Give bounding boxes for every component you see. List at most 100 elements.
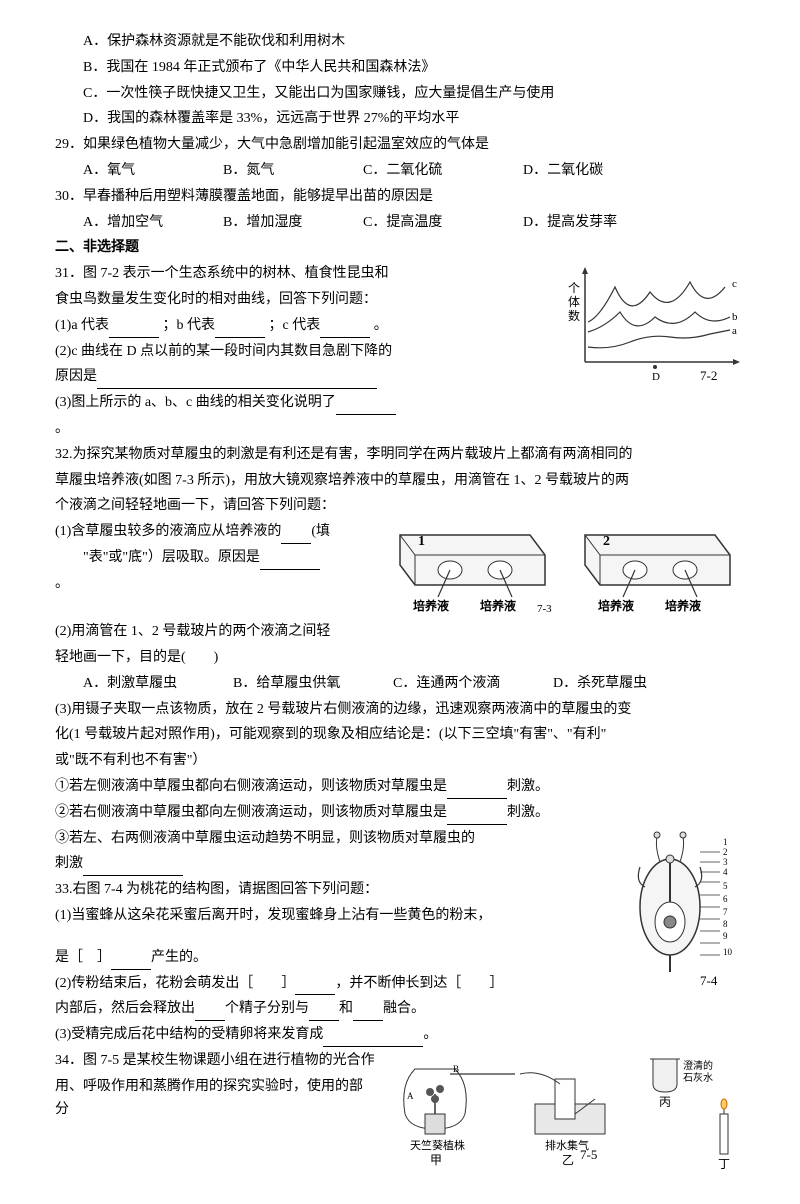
svg-text:1: 1 (723, 837, 728, 847)
svg-text:a: a (732, 325, 737, 337)
q28-opt-d: D．我国的森林覆盖率是 33%，远远高于世界 27%的平均水平 (55, 107, 745, 131)
blank[interactable] (295, 979, 335, 996)
svg-text:甲: 甲 (430, 1153, 442, 1167)
q32-opt-a: A．刺激草履虫 (83, 672, 233, 696)
q29-opt-a: A．氧气 (83, 159, 223, 183)
q33-p2a: (2)传粉结束后，花粉会萌发出［ ］ (55, 976, 295, 991)
svg-text:5: 5 (723, 881, 728, 891)
blank[interactable] (336, 398, 396, 415)
q32-p1a: (1)含草履虫较多的液滴应从培养液的 (55, 524, 281, 539)
q32-p3-2a: ②若右侧液滴中草履虫都向左侧液滴运动，则该物质对草履虫是 (55, 805, 447, 820)
experiment-diagram-icon: B A 天竺葵植株 甲 排水集气 乙 7-5 澄清的 石灰水 丙 (385, 1049, 745, 1169)
svg-text:b: b (732, 311, 738, 323)
q31-p2b: 原因是 (55, 369, 97, 384)
svg-text:4: 4 (723, 867, 728, 877)
svg-text:体: 体 (568, 295, 580, 309)
figure-7-4: 1 2 3 4 5 6 7 8 9 10 7-4 (625, 827, 745, 992)
blank[interactable] (447, 782, 507, 799)
q32-stem2: 草履虫培养液(如图 7-3 所示)，用放大镜观察培养液中的草履虫，用滴管在 1、… (55, 469, 745, 493)
svg-text:7-3: 7-3 (537, 603, 552, 615)
q31-p3b: 。 (55, 417, 745, 441)
q28-opt-c: C．一次性筷子既快捷又卫生，又能出口为国家赚钱，应大量提倡生产与使用 (55, 82, 745, 106)
svg-text:乙: 乙 (562, 1153, 574, 1167)
svg-text:9: 9 (723, 931, 728, 941)
q33-p1b: 是［ ］ (55, 950, 111, 965)
svg-text:天竺葵植株: 天竺葵植株 (410, 1138, 465, 1152)
q33-p1c: 产生的。 (151, 950, 207, 965)
figure-7-2: 个 体 数 a b c D 7-2 (560, 262, 745, 387)
blank[interactable] (309, 1004, 339, 1021)
blank[interactable] (353, 1004, 383, 1021)
q32-p3-1b: 刺激。 (507, 779, 549, 794)
q33-p2-line2: 内部后，然后会释放出个精子分别与和融合。 (55, 997, 745, 1021)
q32-p1c: "表"或"底"）层吸取。原因是 (83, 550, 260, 565)
q32-p2b: 轻地画一下，目的是( ) (55, 646, 745, 670)
blank[interactable] (109, 321, 159, 338)
ylabel: 个 (568, 281, 580, 295)
q34-section: B A 天竺葵植株 甲 排水集气 乙 7-5 澄清的 石灰水 丙 (55, 1049, 745, 1122)
q32-p3-1: ①若左侧液滴中草履虫都向右侧液滴运动，则该物质对草履虫是 刺激。 (55, 775, 745, 799)
q32-opt-d: D．杀死草履虫 (553, 672, 647, 696)
q29-stem: 29．如果绿色植物大量减少，大气中急剧增加能引起温室效应的气体是 (55, 133, 745, 157)
q32-p1b: (填 (311, 524, 330, 539)
q33-p2f: 融合。 (383, 1001, 425, 1016)
q32-p3-1a: ①若左侧液滴中草履虫都向右侧液滴运动，则该物质对草履虫是 (55, 779, 447, 794)
blank[interactable] (97, 372, 377, 389)
blank[interactable] (215, 321, 265, 338)
q30-opt-a: A．增加空气 (83, 211, 223, 235)
q30-stem: 30．早春播种后用塑料薄膜覆盖地面，能够提早出苗的原因是 (55, 185, 745, 209)
q29-options: A．氧气 B．氮气 C．二氧化硫 D．二氧化碳 (55, 159, 745, 183)
fig-7-5-caption: 7-5 (580, 1147, 597, 1162)
q33-p2c: 内部后，然后会释放出 (55, 1001, 195, 1016)
svg-text:6: 6 (723, 894, 728, 904)
q33-p3b: 。 (423, 1027, 437, 1042)
svg-text:丙: 丙 (659, 1095, 671, 1109)
svg-text:培养液: 培养液 (598, 598, 634, 613)
svg-text:8: 8 (723, 919, 728, 929)
q32-stem3: 个液滴之间轻轻地画一下，请回答下列问题： (55, 494, 745, 518)
q31-p1b: ；b 代表 (163, 318, 216, 333)
q31-p3a: (3)图上所示的 a、b、c 曲线的相关变化说明了 (55, 395, 336, 410)
q32-opt-c: C．连通两个液滴 (393, 672, 553, 696)
q30-opt-b: B．增加湿度 (223, 211, 363, 235)
svg-text:石灰水: 石灰水 (683, 1071, 713, 1084)
q31-p1d: 。 (374, 318, 388, 333)
svg-text:D: D (652, 371, 660, 383)
fig-7-2-caption: 7-2 (700, 368, 717, 383)
q32-p3-2b: 刺激。 (507, 805, 549, 820)
q31-p1c: ；c 代表 (269, 318, 321, 333)
q32-section: 1 2 培养液 培养液 7-3 培养液 培养液 (1)含草履虫较多的液滴应从培养… (55, 520, 745, 595)
svg-text:澄清的: 澄清的 (683, 1059, 713, 1072)
blank[interactable] (281, 527, 311, 544)
q32-stem1: 32.为探究某物质对草履虫的刺激是有利还是有害，李明同学在两片载玻片上都滴有两滴… (55, 443, 745, 467)
q32-p3b: 化(1 号载玻片起对照作用)，可能观察到的现象及相应结论是：(以下三空填"有害"… (55, 723, 745, 747)
blank[interactable] (323, 1030, 423, 1047)
q32-opt-b: B．给草履虫供氧 (233, 672, 393, 696)
svg-text:数: 数 (568, 308, 580, 323)
blank[interactable] (195, 1004, 225, 1021)
q32-p3-3a: ③若左、右两侧液滴中草履虫运动趋势不明显，则该物质对草履虫的 (55, 831, 475, 846)
svg-text:2: 2 (603, 534, 610, 549)
svg-text:丁: 丁 (718, 1157, 730, 1169)
q31-section: 个 体 数 a b c D 7-2 31．图 7-2 表示一个生态系统中的树林、… (55, 262, 745, 441)
svg-text:1: 1 (418, 534, 425, 549)
blank[interactable] (83, 859, 183, 876)
q29-opt-c: C．二氧化硫 (363, 159, 523, 183)
blank[interactable] (260, 553, 320, 570)
blank[interactable] (111, 953, 151, 970)
blank[interactable] (320, 321, 370, 338)
q28-opt-b: B．我国在 1984 年正式颁布了《中华人民共和国森林法》 (55, 56, 745, 80)
q32-p3a: (3)用镊子夹取一点该物质，放在 2 号载玻片右侧液滴的边缘，迅速观察两液滴中的… (55, 698, 745, 722)
q32-p3-3b: 刺激 (55, 856, 83, 871)
section2-title: 二、非选择题 (55, 236, 745, 260)
slide-diagram-icon: 1 2 培养液 培养液 7-3 培养液 培养液 (385, 520, 745, 615)
flower-diagram-icon: 1 2 3 4 5 6 7 8 9 10 7-4 (625, 827, 745, 992)
q29-opt-b: B．氮气 (223, 159, 363, 183)
svg-text:培养液: 培养液 (665, 598, 701, 613)
svg-text:7: 7 (723, 907, 728, 917)
q32-p3-2: ②若右侧液滴中草履虫都向左侧液滴运动，则该物质对草履虫是 刺激。 (55, 801, 745, 825)
svg-text:B: B (453, 1064, 459, 1074)
blank[interactable] (447, 808, 507, 825)
svg-text:2: 2 (723, 847, 728, 857)
q33-p2d: 个精子分别与 (225, 1001, 309, 1016)
